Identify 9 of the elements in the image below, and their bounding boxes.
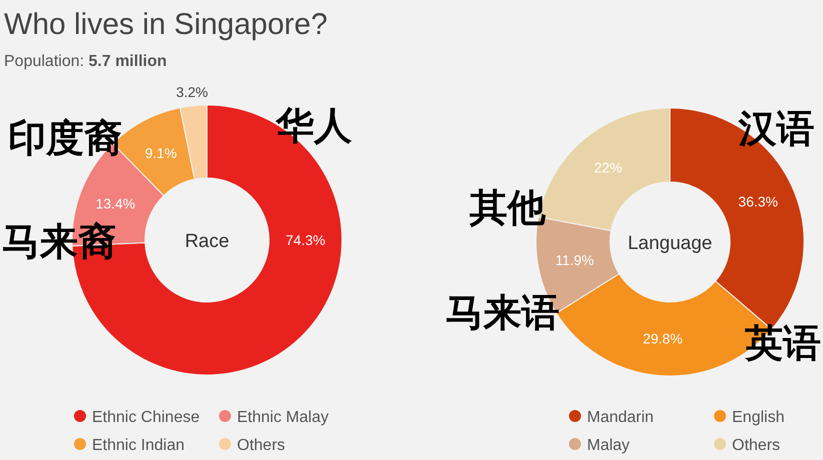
subtitle: Population: 5.7 million (4, 53, 167, 70)
annotation: 印度裔 (8, 118, 122, 160)
title: Who lives in Singapore? (4, 8, 328, 41)
annotation: 英语 (745, 323, 821, 366)
annotation: 马来裔 (2, 221, 116, 264)
annotation: 华人 (276, 105, 352, 148)
annotation: 马来语 (446, 292, 560, 334)
annotation: 汉语 (738, 108, 814, 150)
annotation: 其他 (470, 188, 546, 230)
